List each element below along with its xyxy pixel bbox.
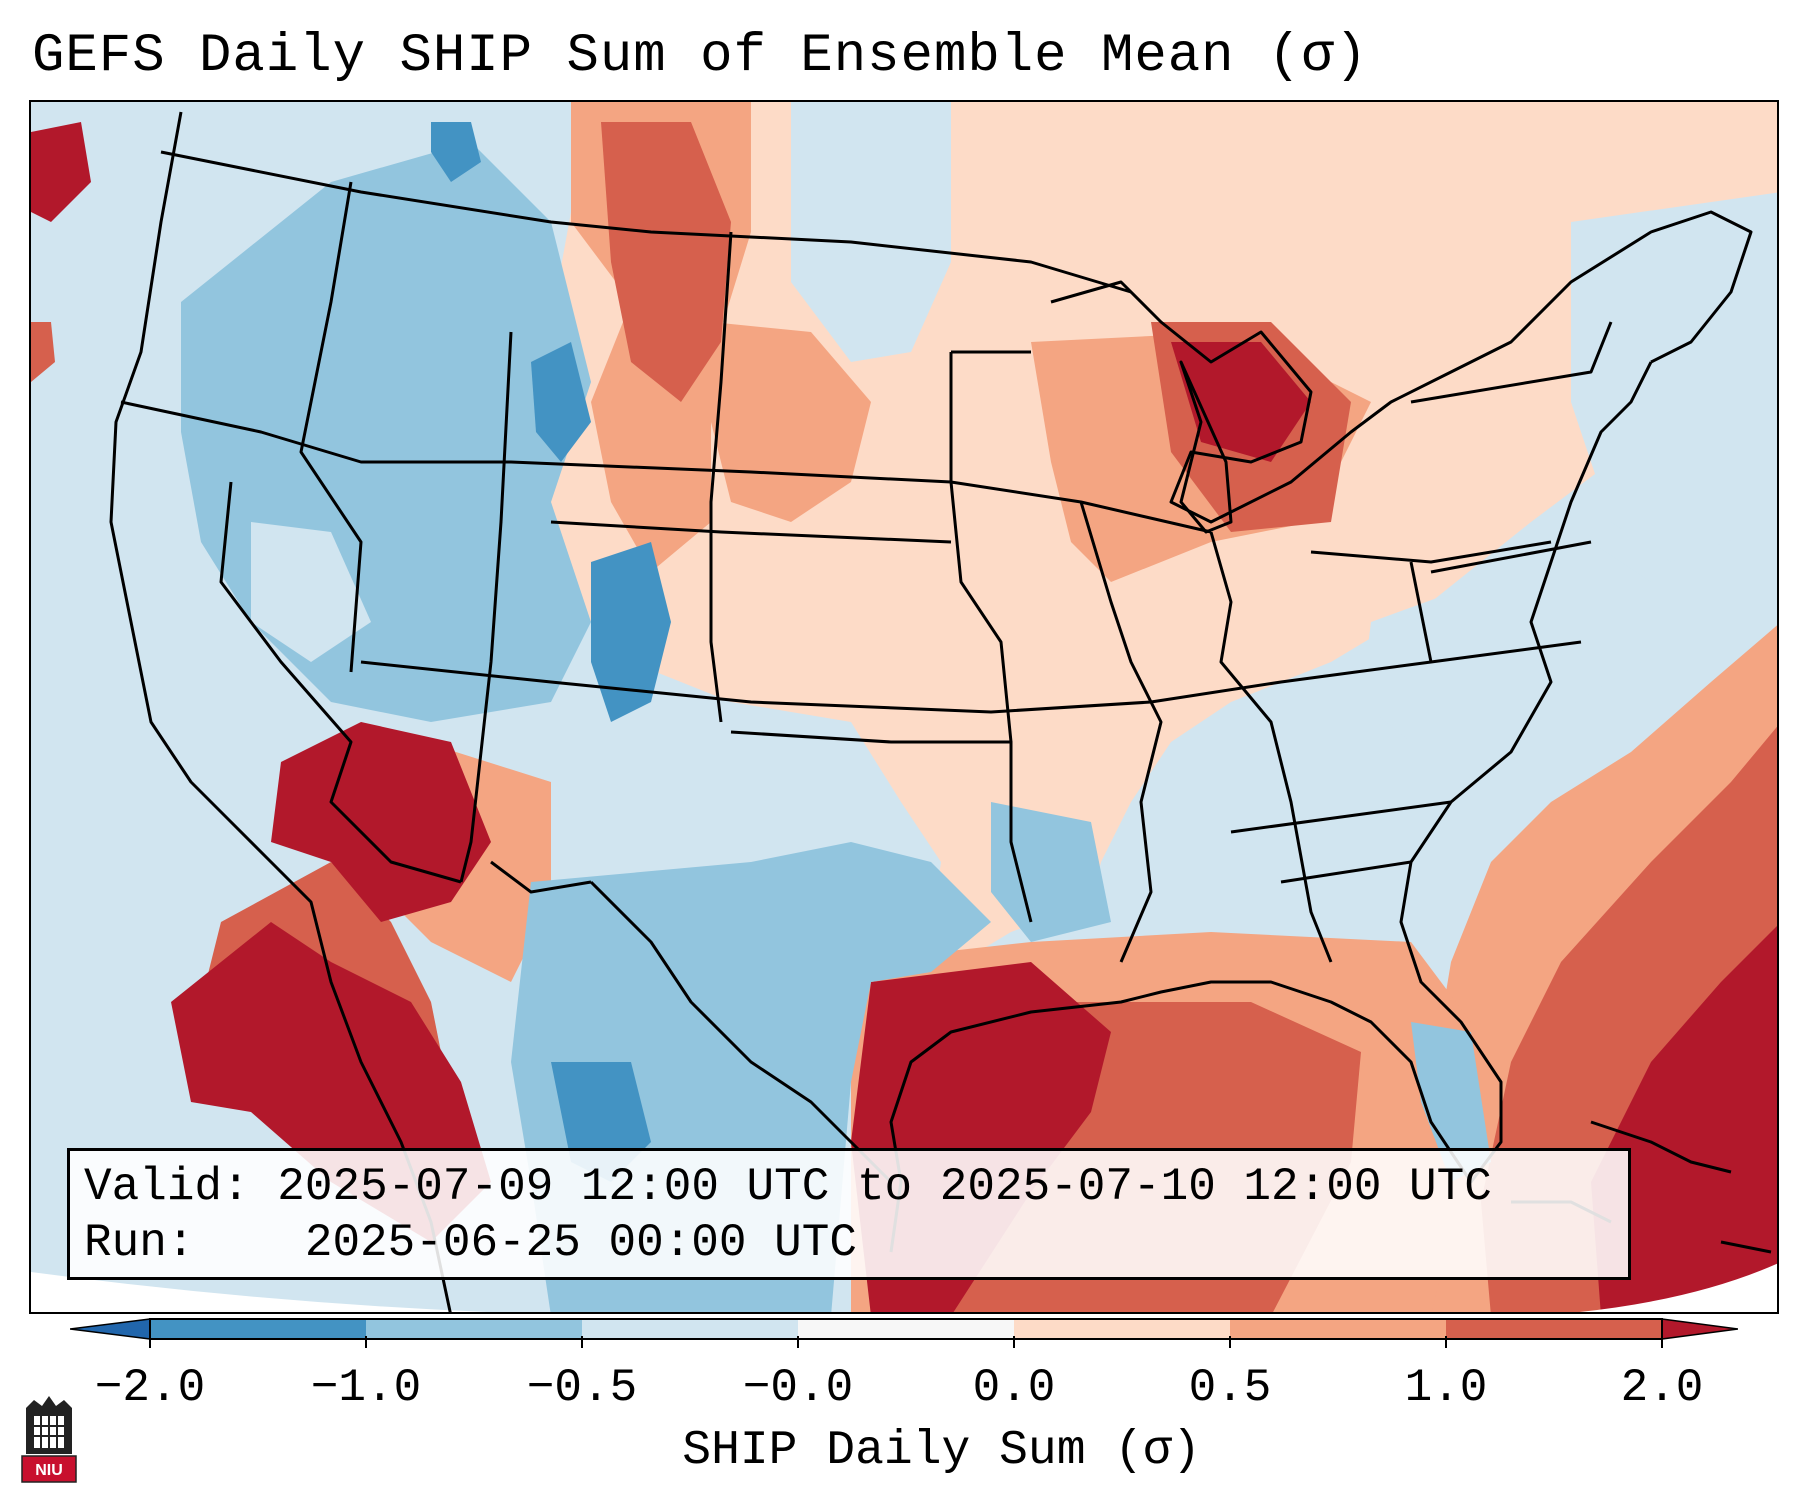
colorbar-tick-mark (797, 1336, 799, 1348)
colorbar (70, 1318, 1738, 1340)
valid-time-range: 2025-07-09 12:00 UTC to 2025-07-10 12:00… (277, 1161, 1492, 1213)
colorbar-tick-label: −2.0 (94, 1362, 206, 1414)
anomaly-region-deepblue-co (591, 542, 671, 722)
colorbar-bin-4 (798, 1319, 1014, 1339)
colorbar-bin-7 (1446, 1319, 1662, 1339)
colorbar-tick-mark (1445, 1336, 1447, 1348)
anomaly-region-red-pacific (31, 322, 55, 382)
colorbar-bin-6 (1230, 1319, 1446, 1339)
map-domain-edge-left (31, 1272, 487, 1312)
colorbar-tick-label: −0.5 (526, 1362, 638, 1414)
colorbar-extend-low (70, 1318, 151, 1340)
colorbar-tick-label: −1.0 (310, 1362, 422, 1414)
state-boundaries (109, 111, 1772, 1312)
colorbar-tick-label: 1.0 (1404, 1362, 1488, 1414)
run-label: Run: (84, 1217, 195, 1269)
anomaly-region-light-blue-ne-coast (1571, 192, 1777, 562)
colorbar-tick-label: 0.0 (972, 1362, 1056, 1414)
anomaly-region-darkred-pacific-nw (31, 122, 91, 222)
anomaly-region-darkred-arizona (271, 722, 491, 922)
anomaly-region-lightblue-nv (251, 522, 371, 662)
colorbar-tick-mark (1661, 1336, 1663, 1348)
ship-anomaly-map (31, 102, 1777, 1312)
colorbar-label: SHIP Daily Sum (σ) (682, 1424, 1201, 1478)
colorbar-tick-label: 0.5 (1188, 1362, 1272, 1414)
colorbar-tick-mark (365, 1336, 367, 1348)
colorbar-tick-mark (149, 1336, 151, 1348)
map-title: GEFS Daily SHIP Sum of Ensemble Mean (σ) (32, 26, 1369, 87)
colorbar-tick-label: −0.0 (742, 1362, 854, 1414)
map-domain-edge-right (1579, 1263, 1777, 1312)
valid-run-infobox: Valid: 2025-07-09 12:00 UTC to 2025-07-1… (67, 1148, 1631, 1280)
niu-logo: NIU (21, 1396, 77, 1483)
colorbar-tick-label: 2.0 (1620, 1362, 1704, 1414)
anomaly-region-light-blue-dakota (791, 102, 951, 362)
run-time: 2025-06-25 00:00 UTC (304, 1217, 857, 1269)
colorbar-tick-mark (1013, 1336, 1015, 1348)
anomaly-region-darkred-atlantic (1591, 926, 1777, 1312)
map-panel (29, 100, 1779, 1314)
anomaly-region-light-blue-northeast (1361, 542, 1651, 742)
valid-label: Valid: (84, 1161, 250, 1213)
colorbar-tick-mark (581, 1336, 583, 1348)
colorbar-bin-3 (582, 1319, 798, 1339)
colorbar-bin-2 (366, 1319, 582, 1339)
anomaly-region-midblue-arkansas (991, 802, 1111, 942)
anomaly-region-darkred-lower-mi (1171, 342, 1311, 462)
colorbar-tick-mark (1229, 1336, 1231, 1348)
anomaly-region-midblue-florida (1411, 1022, 1491, 1182)
colorbar-extend-high (1661, 1318, 1738, 1340)
anomaly-region-red-montana (601, 122, 731, 402)
anomaly-region-deepblue-id (431, 122, 481, 182)
logo-text: NIU (35, 1462, 63, 1479)
anomaly-region-deepblue-wy (531, 342, 591, 462)
colorbar-bin-1 (150, 1319, 366, 1339)
colorbar-bin-5 (1014, 1319, 1230, 1339)
